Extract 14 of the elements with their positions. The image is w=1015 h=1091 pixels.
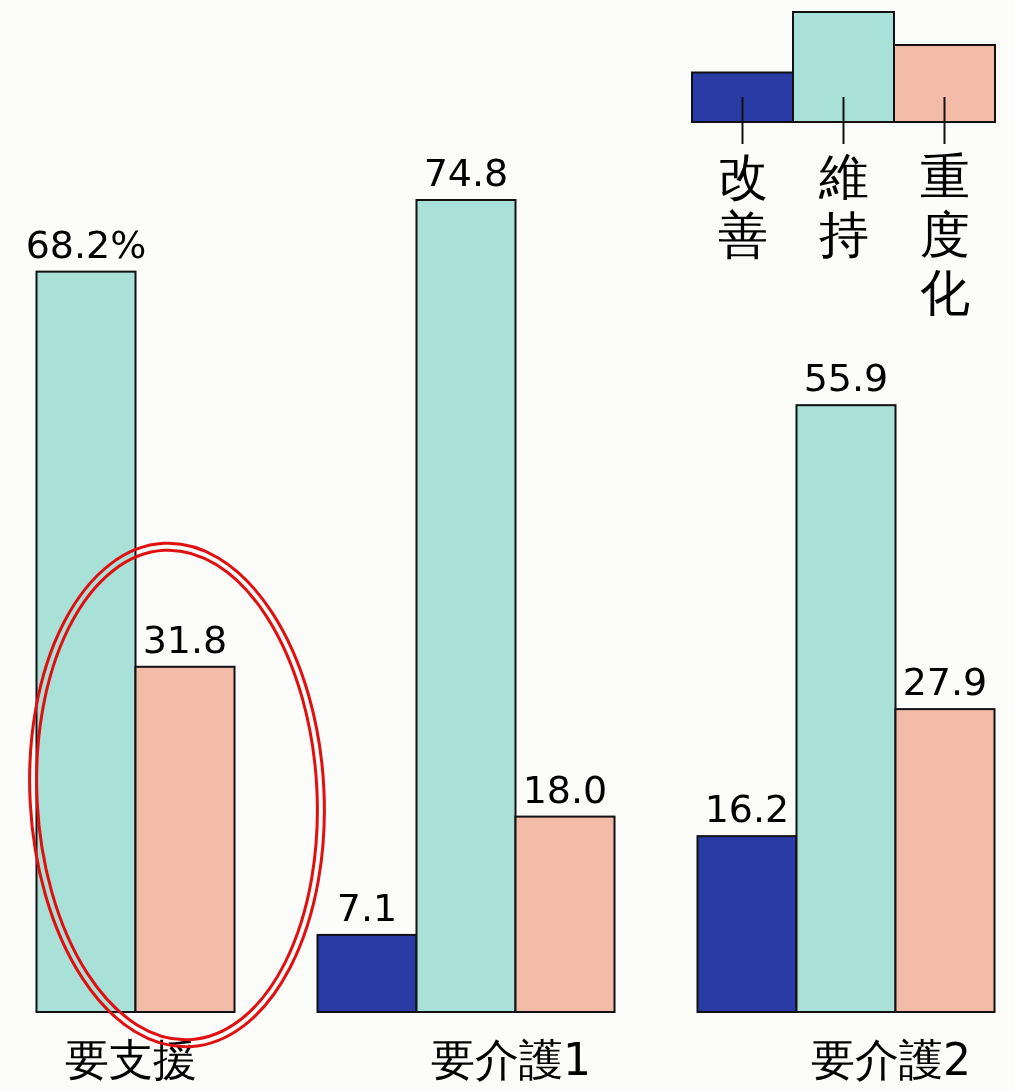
data-label: 16.2: [704, 787, 790, 832]
data-label: 74.8: [423, 151, 509, 195]
data-label: 31.8: [142, 617, 228, 662]
x-tick-label: 要介護2: [811, 1034, 971, 1085]
legend-label: 改善: [717, 148, 768, 264]
x-tick-label: 要支援: [65, 1034, 197, 1085]
legend-label: 重度化: [919, 148, 970, 322]
data-label: 68.2%: [25, 222, 147, 267]
data-label: 18.0: [522, 767, 608, 812]
data-label: 7.1: [336, 885, 398, 930]
x-tick-label: 要介護1: [431, 1034, 591, 1085]
data-label: 55.9: [803, 356, 889, 401]
legend-label: 維持: [817, 148, 869, 264]
data-label: 27.9: [902, 660, 988, 705]
